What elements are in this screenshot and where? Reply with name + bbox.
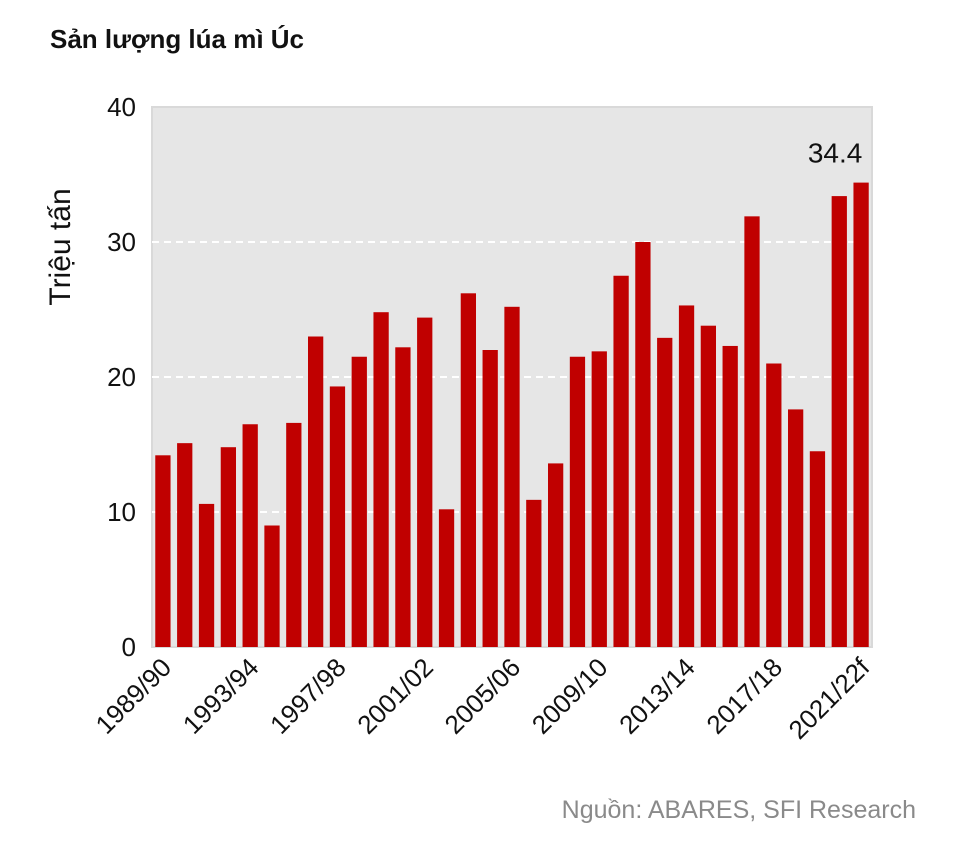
- x-tick-label: 2005/06: [439, 652, 527, 740]
- x-axis-ticks: 1989/90 1993/94 1997/98 2001/02 2005/06 2009/…: [89, 651, 875, 744]
- bar: [635, 242, 651, 647]
- x-tick-label: 2009/10: [526, 652, 614, 740]
- bar: [373, 312, 389, 647]
- y-tick-label: 0: [122, 632, 136, 662]
- bar: [613, 275, 629, 647]
- bar: [329, 386, 346, 647]
- bar: [220, 447, 236, 647]
- bar: [308, 336, 324, 647]
- y-tick-label: 10: [107, 497, 136, 527]
- bar: [722, 345, 738, 647]
- bar: [417, 317, 433, 647]
- x-tick-label: 2021/22f: [783, 651, 876, 744]
- x-tick-label: 1989/90: [89, 652, 177, 740]
- bar: [548, 463, 564, 647]
- bar: [788, 409, 804, 647]
- bar: [591, 351, 607, 647]
- bar: [351, 356, 367, 647]
- bar: [155, 455, 171, 647]
- x-tick-label: 2001/02: [351, 652, 439, 740]
- bar: [264, 525, 280, 647]
- bar: [526, 499, 542, 647]
- x-tick-label: 1993/94: [177, 652, 265, 740]
- bar: [569, 356, 586, 647]
- bar: [766, 363, 782, 647]
- bar: [438, 509, 455, 647]
- x-tick-label: 1997/98: [264, 652, 352, 740]
- bar: [395, 347, 411, 647]
- y-tick-label: 30: [107, 227, 136, 257]
- bar: [286, 422, 302, 647]
- y-axis-ticks: 0 10 20 30 40: [107, 92, 136, 662]
- chart-title: Sản lượng lúa mì Úc: [50, 24, 305, 54]
- bar: [744, 216, 760, 647]
- bar: [831, 196, 847, 647]
- bar: [853, 182, 869, 647]
- data-label: 34.4: [808, 138, 863, 169]
- x-tick-label: 2013/14: [613, 652, 701, 740]
- source-note: Nguồn: ABARES, SFI Research: [561, 796, 916, 824]
- bar: [177, 443, 193, 647]
- bar: [700, 325, 716, 647]
- x-tick-label: 2017/18: [700, 652, 788, 740]
- y-tick-label: 20: [107, 362, 136, 392]
- bar: [504, 306, 520, 647]
- y-tick-label: 40: [107, 92, 136, 122]
- y-axis-label: Triệu tấn: [44, 188, 77, 305]
- bar: [657, 337, 673, 647]
- bars: [155, 182, 869, 647]
- bar: [242, 424, 258, 647]
- bar: [678, 305, 695, 647]
- bar: [460, 293, 476, 647]
- bar: [482, 350, 498, 647]
- bar: [809, 451, 826, 647]
- bar: [198, 503, 215, 647]
